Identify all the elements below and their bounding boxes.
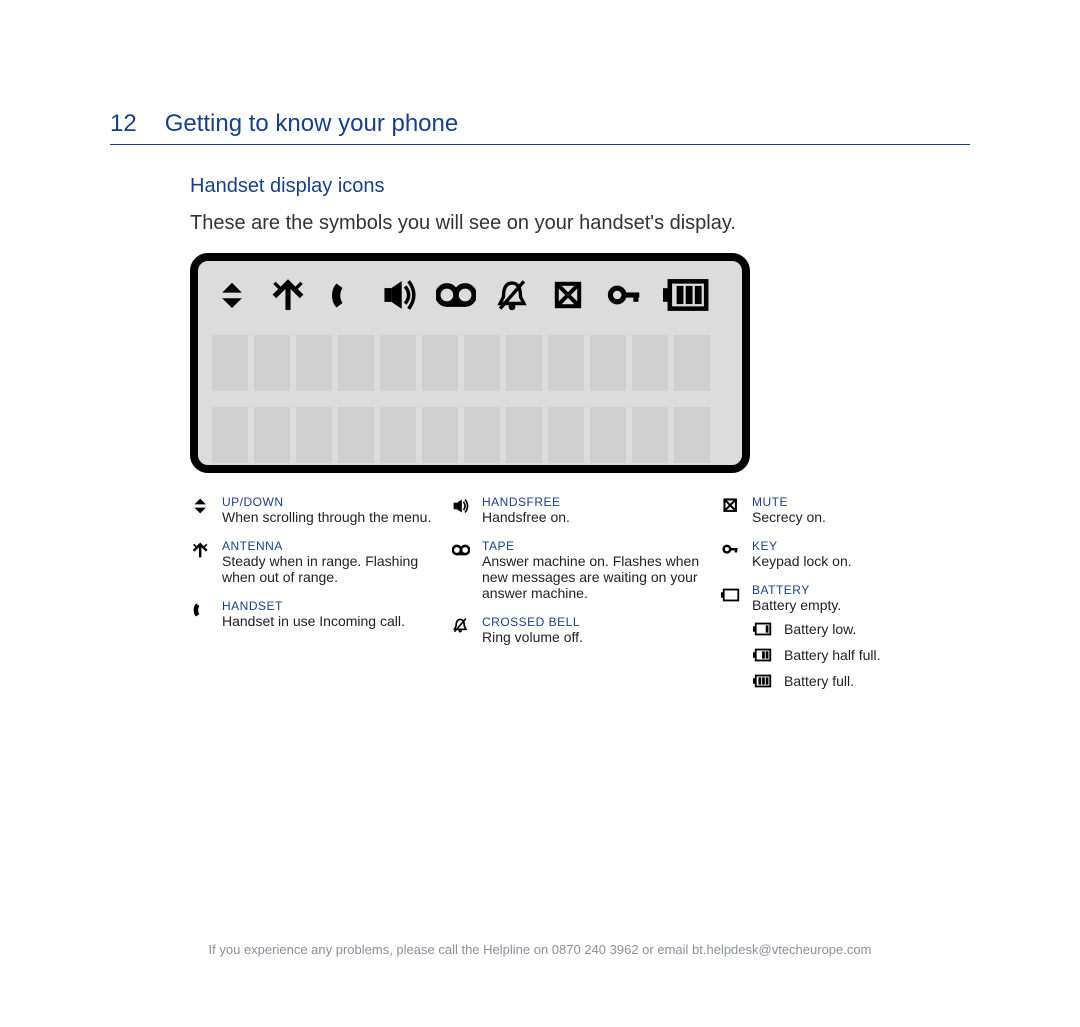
intro-text: These are the symbols you will see on yo… bbox=[190, 212, 970, 235]
legend-item-title: HANDSFREE bbox=[482, 495, 710, 509]
battery-level-label: Battery low. bbox=[784, 621, 856, 637]
legend-item-desc: When scrolling through the menu. bbox=[222, 509, 440, 525]
legend-item-title: BATTERY bbox=[752, 583, 930, 597]
page-heading: 12 Getting to know your phone bbox=[110, 110, 970, 145]
legend-item: UP/DOWNWhen scrolling through the menu. bbox=[190, 495, 440, 525]
display-char-cell bbox=[590, 407, 626, 463]
battery-level-label: Battery full. bbox=[784, 673, 854, 689]
battery-full-icon bbox=[660, 275, 716, 315]
battery-level-label: Battery empty. bbox=[752, 597, 930, 613]
antenna-icon bbox=[190, 541, 212, 585]
legend-item: HANDSFREEHandsfree on. bbox=[450, 495, 710, 525]
legend-col-1: UP/DOWNWhen scrolling through the menu. A… bbox=[190, 495, 440, 691]
mute-icon bbox=[548, 275, 588, 315]
battery-2-icon bbox=[752, 645, 774, 665]
display-char-cell bbox=[632, 407, 668, 463]
antenna-icon bbox=[268, 275, 308, 315]
handset-icon bbox=[324, 275, 364, 315]
display-char-cell bbox=[296, 407, 332, 463]
display-char-cell bbox=[464, 407, 500, 463]
handset-display bbox=[190, 253, 750, 473]
bell-off-icon bbox=[450, 617, 472, 645]
legend-item: HANDSETHandset in use Incoming call. bbox=[190, 599, 440, 629]
battery-empty-icon bbox=[720, 585, 742, 691]
display-char-cell bbox=[674, 407, 710, 463]
legend-item-desc: Answer machine on. Flashes when new mess… bbox=[482, 553, 710, 601]
display-char-cell bbox=[296, 335, 332, 391]
display-char-cell bbox=[212, 335, 248, 391]
display-char-cell bbox=[254, 335, 290, 391]
manual-page: 12 Getting to know your phone Handset di… bbox=[0, 0, 1080, 1027]
display-char-row bbox=[212, 407, 728, 463]
legend-item-title: UP/DOWN bbox=[222, 495, 440, 509]
display-char-cell bbox=[674, 335, 710, 391]
legend-item-title: HANDSET bbox=[222, 599, 440, 613]
display-char-cell bbox=[422, 335, 458, 391]
legend-item-desc: Keypad lock on. bbox=[752, 553, 930, 569]
legend-item-desc: Secrecy on. bbox=[752, 509, 930, 525]
display-char-cell bbox=[254, 407, 290, 463]
battery-1-icon bbox=[752, 619, 774, 639]
display-char-cell bbox=[212, 407, 248, 463]
display-char-cell bbox=[380, 335, 416, 391]
display-char-cell bbox=[632, 335, 668, 391]
legend-col-2: HANDSFREEHandsfree on. TAPEAnswer machine… bbox=[450, 495, 710, 691]
legend-item-title: MUTE bbox=[752, 495, 930, 509]
legend-item: ANTENNASteady when in range. Flashing wh… bbox=[190, 539, 440, 585]
legend-item: TAPEAnswer machine on. Flashes when new … bbox=[450, 539, 710, 601]
page-title: Getting to know your phone bbox=[165, 110, 459, 138]
display-char-cell bbox=[338, 335, 374, 391]
handset-icon bbox=[190, 601, 212, 629]
legend-item-desc: Steady when in range. Flashing when out … bbox=[222, 553, 440, 585]
display-char-cell bbox=[338, 407, 374, 463]
display-char-cell bbox=[548, 407, 584, 463]
display-char-cell bbox=[548, 335, 584, 391]
legend-item: CROSSED BELLRing volume off. bbox=[450, 615, 710, 645]
display-char-cell bbox=[422, 407, 458, 463]
legend-item-desc: Handsfree on. bbox=[482, 509, 710, 525]
speaker-icon bbox=[450, 497, 472, 525]
display-char-cell bbox=[590, 335, 626, 391]
tape-icon bbox=[450, 541, 472, 601]
legend-item-battery: BATTERYBattery empty. Battery low. Battery… bbox=[720, 583, 930, 691]
legend-item-title: ANTENNA bbox=[222, 539, 440, 553]
legend-item: MUTESecrecy on. bbox=[720, 495, 930, 525]
battery-level-row: Battery half full. bbox=[752, 645, 930, 665]
display-char-row bbox=[212, 335, 728, 391]
bell-off-icon bbox=[492, 275, 532, 315]
legend-item-desc: Handset in use Incoming call. bbox=[222, 613, 440, 629]
footer-help-text: If you experience any problems, please c… bbox=[0, 942, 1080, 957]
battery-level-row: Battery full. bbox=[752, 671, 930, 691]
display-char-cell bbox=[464, 335, 500, 391]
display-char-cell bbox=[506, 335, 542, 391]
page-number: 12 bbox=[110, 110, 137, 138]
display-icon-row bbox=[212, 271, 728, 319]
display-char-cell bbox=[506, 407, 542, 463]
legend-item-title: CROSSED BELL bbox=[482, 615, 710, 629]
legend-item-title: KEY bbox=[752, 539, 930, 553]
tape-icon bbox=[436, 275, 476, 315]
battery-level-row: Battery low. bbox=[752, 619, 930, 639]
key-icon bbox=[604, 275, 644, 315]
battery-3-icon bbox=[752, 671, 774, 691]
key-icon bbox=[720, 541, 742, 569]
section-title: Handset display icons bbox=[190, 175, 970, 198]
updown-icon bbox=[190, 497, 212, 525]
icon-legend: UP/DOWNWhen scrolling through the menu. A… bbox=[190, 495, 970, 691]
battery-level-label: Battery half full. bbox=[784, 647, 881, 663]
display-char-cell bbox=[380, 407, 416, 463]
legend-item: KEYKeypad lock on. bbox=[720, 539, 930, 569]
mute-icon bbox=[720, 497, 742, 525]
legend-item-title: TAPE bbox=[482, 539, 710, 553]
speaker-icon bbox=[380, 275, 420, 315]
updown-icon bbox=[212, 275, 252, 315]
legend-item-desc: Ring volume off. bbox=[482, 629, 710, 645]
legend-col-3: MUTESecrecy on. KEYKeypad lock on. BATTERY… bbox=[720, 495, 930, 691]
